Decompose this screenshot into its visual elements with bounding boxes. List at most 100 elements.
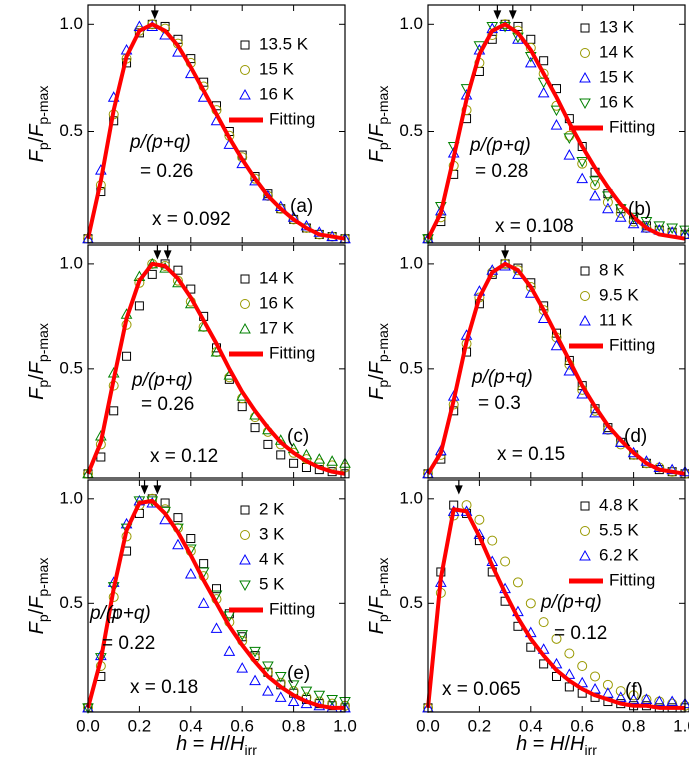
legend-marker: [240, 274, 250, 284]
legend-marker: [239, 322, 251, 334]
legend-label: 16 K: [259, 84, 295, 103]
y-axis-label-part: F: [26, 360, 48, 374]
y-axis-label: Fp/Fp-max: [366, 86, 390, 163]
y-axis-label-part: p: [35, 380, 51, 388]
x-axis-label-part: h: [176, 733, 187, 755]
y-axis-label-part: F: [366, 360, 388, 374]
data-point: [513, 21, 523, 31]
data-point: [615, 207, 626, 218]
data-point: [551, 633, 562, 644]
legend-marker: [579, 98, 591, 110]
data-point: [236, 662, 249, 673]
peak-arrow: [150, 5, 159, 20]
data-point: [186, 534, 196, 544]
peak-arrow: [140, 480, 149, 495]
x-tick-label: 1.0: [673, 716, 689, 735]
x-tick-label: 0.0: [76, 716, 100, 735]
legend-label: 4 K: [259, 549, 285, 568]
data-point: [287, 695, 300, 707]
data-point: [576, 172, 589, 184]
legend-marker: [580, 501, 590, 511]
x-axis-label: h = H/Hirr: [516, 733, 597, 757]
data-point: [602, 202, 614, 214]
y-tick-label: 0.5: [399, 593, 423, 612]
plot-frame: [427, 479, 686, 713]
x-tick-label: 1.0: [333, 716, 357, 735]
y-tick-label: 0.5: [399, 358, 423, 377]
data-point: [173, 513, 183, 523]
y-axis-label-part: F: [26, 148, 48, 162]
legend-label: 5.5 K: [599, 520, 639, 539]
data-point: [122, 351, 132, 361]
peak-arrow: [493, 5, 502, 20]
data-point: [564, 648, 575, 659]
fit-line: [86, 498, 345, 710]
data-point: [640, 693, 653, 704]
data-point: [486, 21, 499, 33]
fit-line: [86, 261, 346, 476]
data-point: [326, 455, 338, 466]
plot-frame: [87, 479, 346, 713]
data-point: [666, 223, 678, 235]
data-point: [300, 686, 313, 698]
annotation: p/(p+q): [131, 370, 193, 391]
peak-arrow: [501, 245, 510, 260]
data-point: [197, 597, 210, 608]
data-point: [210, 622, 223, 633]
annotation: p/(p+q): [471, 367, 533, 388]
annotation: x = 0.092: [152, 209, 231, 230]
data-point: [577, 661, 588, 672]
y-tick-label: 1.0: [399, 488, 423, 507]
data-point: [109, 406, 119, 416]
y-axis-label-part: /: [366, 374, 388, 380]
annotation: = 0.28: [475, 161, 528, 182]
y-tick-label: 0.5: [59, 121, 83, 140]
legend-label: 9.5 K: [599, 285, 639, 304]
annotation: (b): [628, 199, 651, 220]
annotation: p/(p+q): [540, 592, 602, 613]
y-axis-label-part: p: [375, 380, 391, 388]
annotation: (d): [624, 426, 647, 447]
data-point: [326, 694, 338, 706]
plot-frame: [87, 4, 346, 244]
peak-arrow: [454, 480, 463, 495]
data-point: [524, 56, 537, 68]
data-point: [525, 598, 536, 609]
x-tick-label: 0.8: [282, 716, 306, 735]
annotation: p/(p+q): [129, 132, 191, 153]
y-axis-label-part: p-max: [375, 86, 391, 125]
annotation: x = 0.15: [497, 444, 565, 465]
data-point: [313, 690, 326, 702]
legend-marker: [580, 23, 590, 33]
data-point: [249, 674, 261, 686]
data-point: [276, 450, 286, 460]
legend-marker: [240, 530, 250, 540]
legend-marker: [239, 580, 251, 592]
data-point: [628, 690, 639, 701]
fit-line: [426, 507, 685, 710]
fit-line: [426, 22, 686, 241]
x-axis-label-part: H: [230, 733, 245, 755]
x-tick-label: 0.6: [230, 716, 254, 735]
legend-label: 15 K: [599, 67, 635, 86]
data-point: [289, 458, 299, 468]
y-axis-label-part: /: [366, 136, 388, 142]
data-point: [627, 217, 640, 229]
data-point: [537, 86, 550, 98]
y-axis-label-part: F: [26, 620, 48, 634]
annotation: = 0.26: [140, 161, 193, 182]
x-tick-label: 0.4: [179, 716, 203, 735]
legend-label: 11 K: [599, 310, 633, 329]
data-point: [576, 157, 589, 168]
y-axis-label-part: /: [26, 374, 48, 380]
y-axis-label-part: p-max: [35, 323, 51, 362]
annotation: x = 0.108: [495, 216, 574, 237]
data-point: [487, 535, 498, 546]
x-axis-label-part: irr: [244, 742, 257, 758]
legend-label: 17 K: [259, 318, 295, 337]
y-axis-label-part: F: [366, 386, 388, 400]
data-point: [577, 158, 588, 169]
data-point: [250, 423, 260, 433]
x-tick-label: 0.2: [128, 716, 152, 735]
data-point: [147, 269, 157, 279]
